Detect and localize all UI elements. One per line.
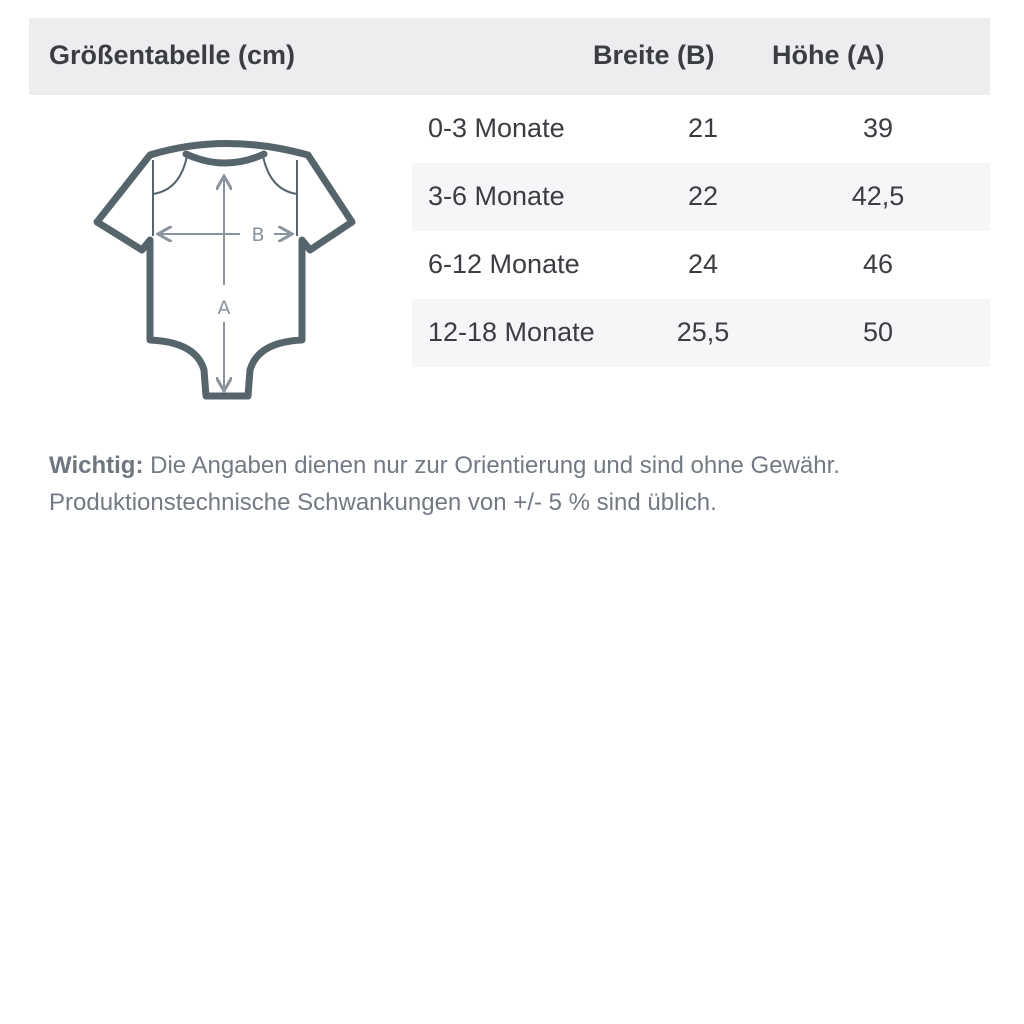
width-cell: 21: [687, 113, 719, 143]
column-header-height: Höhe (A): [772, 40, 885, 70]
width-cell: 22: [687, 181, 719, 211]
column-header-width: Breite (B): [593, 40, 715, 70]
label-a: A: [218, 297, 231, 319]
note-line-1: Die Angaben dienen nur zur Orientierung …: [150, 452, 840, 479]
onesie-seams: [152, 155, 298, 236]
size-cell: 6-12 Monate: [428, 249, 580, 279]
note-label: Wichtig:: [49, 452, 144, 479]
table-row: 0-3 Monate 21 39: [412, 95, 990, 163]
height-cell: 50: [862, 317, 894, 347]
table-row: 12-18 Monate 25,5 50: [412, 299, 990, 367]
onesie-diagram: B A: [93, 140, 356, 400]
table-header: Größentabelle (cm) Breite (B) Höhe (A): [29, 18, 990, 95]
label-b: B: [251, 224, 264, 246]
width-cell: 24: [687, 249, 719, 279]
table-row: 3-6 Monate 22 42,5: [412, 163, 990, 231]
size-cell: 3-6 Monate: [428, 181, 565, 211]
height-cell: 42,5: [851, 181, 905, 211]
note-line-2: Produktionstechnische Schwankungen von +…: [49, 489, 717, 516]
measure-arrows: [160, 178, 290, 389]
table-title: Größentabelle (cm): [49, 40, 296, 70]
size-cell: 0-3 Monate: [428, 113, 565, 143]
disclaimer-note: Wichtig: Die Angaben dienen nur zur Orie…: [49, 447, 840, 521]
height-cell: 46: [862, 249, 894, 279]
width-cell: 25,5: [676, 317, 730, 347]
size-cell: 12-18 Monate: [428, 317, 595, 347]
table-row: 6-12 Monate 24 46: [412, 231, 990, 299]
onesie-outline: [93, 140, 356, 400]
height-cell: 39: [862, 113, 894, 143]
